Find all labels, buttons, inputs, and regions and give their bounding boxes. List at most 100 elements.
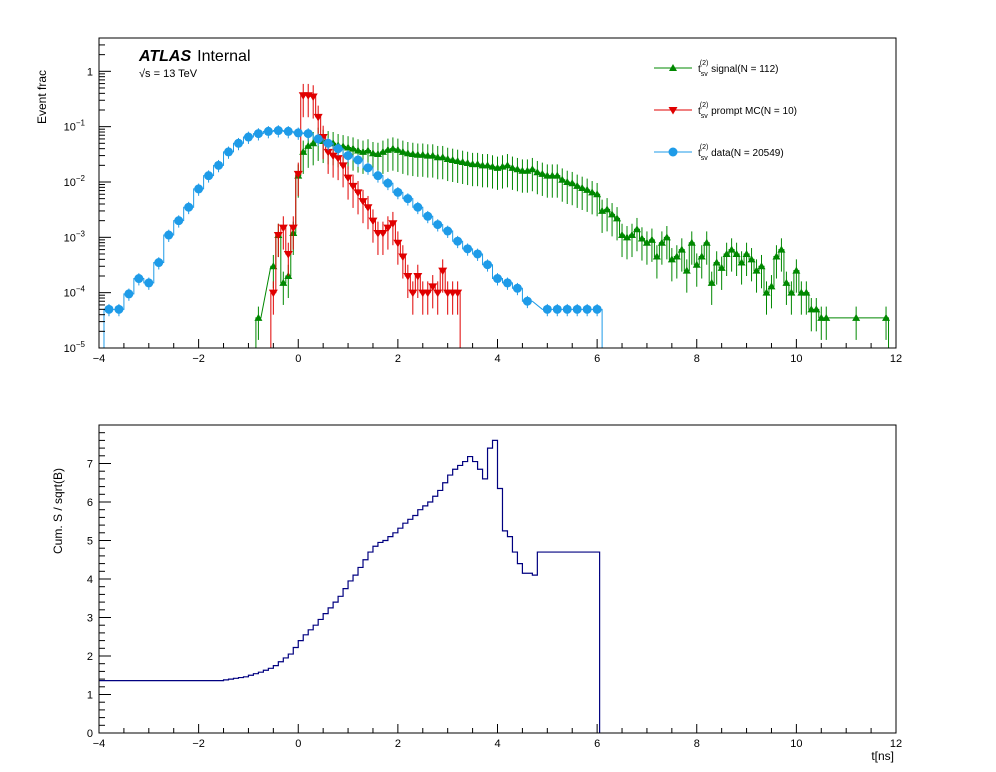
legend-entry: tsv(2) prompt MC(N = 10) <box>654 102 797 120</box>
atlas-word: ATLAS <box>138 48 191 65</box>
prompt-mc-point <box>333 155 343 163</box>
prompt-mc-point <box>363 204 373 212</box>
signal-point <box>717 263 726 271</box>
signal-point <box>772 252 781 260</box>
data-point <box>592 304 602 314</box>
signal-point <box>777 245 786 253</box>
legend-marker <box>669 64 677 71</box>
prompt-mc-point <box>398 253 408 262</box>
signal-point <box>513 165 522 173</box>
signal-point <box>573 181 582 189</box>
signal-point <box>632 225 641 233</box>
bottom-y-tick-label: 6 <box>87 497 93 509</box>
signal-point <box>852 313 861 321</box>
signal-point <box>787 288 796 296</box>
bottom-y-tick-label: 1 <box>87 690 93 702</box>
data-point <box>393 187 403 197</box>
prompt-mc-point <box>348 182 358 191</box>
signal-point <box>438 153 447 161</box>
signal-point <box>393 145 402 153</box>
bottom-plot-area <box>99 439 601 733</box>
signal-point <box>398 147 407 155</box>
signal-point <box>593 190 602 198</box>
signal-point <box>344 143 353 151</box>
data-point <box>243 132 253 142</box>
signal-point <box>882 313 891 321</box>
data-point <box>263 126 273 136</box>
signal-point <box>623 233 632 241</box>
signal-point <box>737 258 746 266</box>
signal-point <box>687 238 696 246</box>
legend-marker <box>668 107 678 115</box>
top-y-tick-label: 10−1 <box>64 119 86 134</box>
signal-point <box>363 146 372 154</box>
top-y-tick-label: 10−2 <box>64 174 86 189</box>
signal-point <box>448 155 457 163</box>
signal-point <box>677 245 686 253</box>
signal-point <box>682 266 691 274</box>
data-point <box>134 274 144 284</box>
signal-point <box>627 231 636 239</box>
data-point <box>104 304 114 314</box>
bottom-x-axis-title: t[ns] <box>871 749 894 763</box>
signal-point <box>354 146 363 154</box>
signal-point <box>563 177 572 185</box>
signal-point <box>254 313 263 321</box>
signal-point <box>727 245 736 253</box>
signal-point <box>692 260 701 268</box>
data-point <box>453 236 463 246</box>
signal-point <box>403 149 412 157</box>
prompt-mc-point <box>388 220 398 228</box>
top-x-tick-label: −2 <box>192 353 205 365</box>
signal-point <box>408 150 417 158</box>
signal-point <box>747 255 756 263</box>
bottom-y-tick-label: 5 <box>87 536 93 548</box>
series-step-line <box>255 138 890 348</box>
data-point <box>572 304 582 314</box>
data-point <box>323 138 333 148</box>
top-y-axis-title: Event frac <box>35 70 49 124</box>
prompt-mc-point <box>438 267 448 276</box>
prompt-mc-point <box>293 170 303 179</box>
signal-point <box>657 238 666 246</box>
top-y-tick-label: 10−4 <box>64 285 86 300</box>
signal-point <box>558 175 567 183</box>
signal-point <box>388 144 397 152</box>
prompt-mc-point <box>378 229 388 238</box>
legend: tsv(2) signal(N = 112) tsv(2) prompt MC(N… <box>654 60 797 162</box>
legend-label: tsv(2) data(N = 20549) <box>698 144 784 162</box>
top-x-tick-label: 4 <box>494 353 500 365</box>
signal-point <box>608 210 617 218</box>
data-point <box>154 258 164 268</box>
bottom-y-tick-label: 2 <box>87 651 93 663</box>
prompt-mc-point <box>328 152 338 161</box>
prompt-mc-point <box>383 224 393 233</box>
data-point <box>253 129 263 139</box>
signal-point <box>488 162 497 170</box>
signal-point <box>458 157 467 165</box>
signal-point <box>428 151 437 159</box>
data-point <box>293 128 303 138</box>
data-point <box>483 260 493 270</box>
data-point <box>124 289 134 299</box>
data-point <box>502 278 512 288</box>
prompt-mc-point <box>403 273 413 281</box>
signal-point <box>533 168 542 176</box>
signal-point <box>647 235 656 243</box>
signal-point <box>722 249 731 257</box>
top-x-tick-label: 2 <box>395 353 401 365</box>
signal-point <box>662 233 671 241</box>
bottom-x-tick-label: 0 <box>295 738 301 750</box>
top-x-tick-label: −4 <box>93 353 106 365</box>
data-point <box>493 274 502 284</box>
bottom-x-tick-label: 6 <box>594 738 600 750</box>
signal-point <box>443 155 452 163</box>
signal-point <box>418 150 427 158</box>
signal-point <box>702 238 711 246</box>
prompt-mc-point <box>308 93 318 102</box>
energy-label: √s = 13 TeV <box>139 68 198 80</box>
signal-point <box>588 188 597 196</box>
top-x-tick-label: 6 <box>594 353 600 365</box>
signal-point <box>553 171 562 179</box>
